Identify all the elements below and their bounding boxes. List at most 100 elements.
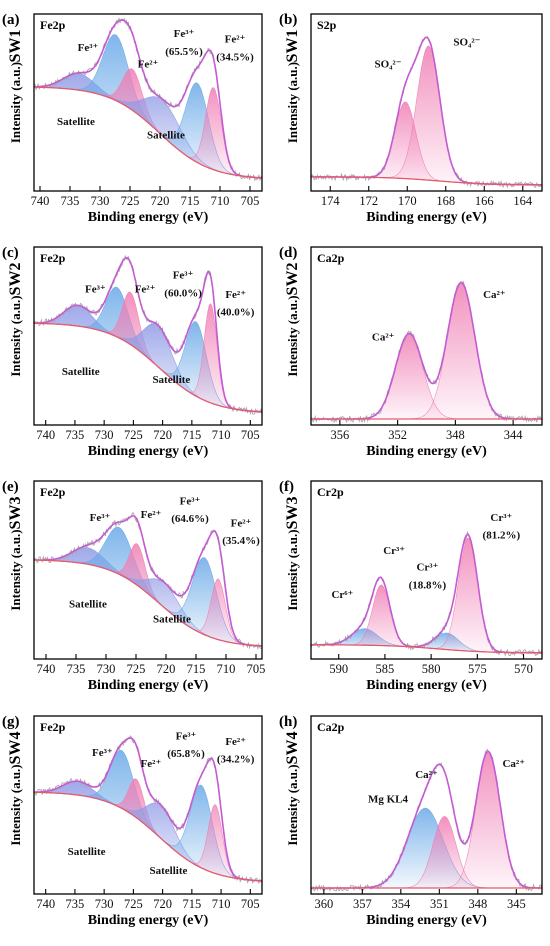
spectrum-label: Fe2p	[40, 251, 66, 265]
peak-annotation: Fe²⁺	[225, 34, 246, 46]
spectrum-label: Fe2p	[40, 720, 66, 734]
x-tick-label: 356	[331, 428, 350, 442]
sample-label: SW3	[7, 497, 24, 530]
x-tick-label: 357	[353, 897, 372, 911]
x-tick-label: 720	[157, 662, 176, 676]
peak-annotation: Satellite	[150, 865, 188, 877]
peak-annotation: (35.4%)	[222, 535, 260, 547]
x-tick-label: 730	[97, 662, 116, 676]
peak-annotation: Fe³⁺	[176, 730, 197, 742]
plot-area	[34, 735, 262, 885]
x-tick-label: 735	[61, 194, 80, 208]
peak-annotation: Satellite	[57, 116, 95, 128]
peak-annotation: (60.0%)	[164, 287, 202, 299]
background-line	[311, 644, 542, 654]
peak-annotation: Fe³⁺	[174, 28, 195, 40]
panel-h: 360 357 354 351 348 345 Binding energy (eV) Int…	[279, 714, 543, 928]
x-tick-label: 725	[124, 428, 143, 442]
fit-envelope-line	[34, 515, 262, 647]
x-tick-label: 710	[212, 897, 231, 911]
x-tick-label: 172	[359, 194, 378, 208]
plot-area	[34, 17, 262, 182]
background-line	[34, 559, 262, 647]
peak-annotation: Ca²⁺	[502, 758, 525, 770]
peak-annotation: Satellite	[69, 599, 107, 611]
plot-area	[34, 254, 262, 416]
x-tick-label: 720	[153, 897, 172, 911]
peak-annotation: Satellite	[68, 846, 106, 858]
x-tick-label: 705	[247, 662, 266, 676]
peak-annotation: SO₄²⁻	[374, 58, 401, 70]
x-tick-label: 735	[66, 428, 85, 442]
x-tick-label: 725	[121, 194, 140, 208]
x-tick-label: 354	[391, 897, 411, 911]
peak-annotation: (18.8%)	[409, 579, 447, 591]
x-tick-label: 740	[37, 662, 56, 676]
peak-annotation: (34.5%)	[216, 51, 254, 63]
x-axis-label: Binding energy (eV)	[88, 678, 209, 693]
peak-annotation: (65.5%)	[165, 46, 203, 58]
x-tick-label: 715	[182, 428, 201, 442]
peak-annotation: (40.0%)	[217, 307, 255, 319]
peak-annotation: Ca²⁺	[483, 289, 506, 301]
sample-label: SW2	[7, 263, 24, 296]
spectrum-label: Ca2p	[317, 720, 345, 734]
x-tick-label: 730	[95, 897, 114, 911]
x-tick-label: 344	[504, 428, 524, 442]
x-tick-label: 168	[436, 194, 455, 208]
x-tick-label: 725	[127, 662, 146, 676]
peak-annotation: Fe³⁺	[92, 747, 113, 759]
peak-annotation: (65.8%)	[167, 748, 205, 760]
peak-annotation: Ca²⁺	[415, 769, 438, 781]
sample-label: SW1	[7, 30, 24, 63]
x-axis-label: Binding energy (eV)	[366, 678, 487, 693]
panel-label: (h)	[279, 714, 297, 730]
peak-annotation: Fe²⁺	[231, 517, 252, 529]
x-tick-label: 715	[182, 897, 201, 911]
y-axis-label: Intensity (a.u.)	[285, 764, 300, 845]
panel-b: 174 172 170 168 166 164 Binding energy (eV) Int…	[279, 12, 543, 225]
panel-label: (b)	[279, 12, 297, 28]
spectrum-label: Fe2p	[40, 485, 66, 499]
peak-annotation: Fe²⁺	[135, 283, 156, 295]
x-axis-label: Binding energy (eV)	[88, 210, 209, 225]
peak-annotation: (64.6%)	[171, 513, 209, 525]
y-axis-label: Intensity (a.u.)	[8, 62, 23, 143]
plot-frame	[310, 715, 543, 895]
peak-annotation: Fe²⁺	[225, 289, 246, 301]
peak-annotation: Fe³⁺	[173, 270, 194, 282]
y-axis-label: Intensity (a.u.)	[285, 295, 300, 376]
peak-annotation: Fe³⁺	[78, 42, 99, 54]
panel-label: (e)	[2, 479, 19, 495]
x-tick-label: 715	[181, 194, 200, 208]
x-tick-label: 351	[430, 897, 449, 911]
x-tick-label: 735	[66, 897, 85, 911]
y-axis-label: Intensity (a.u.)	[8, 529, 23, 610]
x-tick-label: 570	[514, 662, 533, 676]
plot-frame	[33, 13, 263, 192]
peak-annotation: Satellite	[152, 374, 190, 386]
x-axis-label: Binding energy (eV)	[366, 210, 487, 225]
sample-label: SW4	[7, 732, 24, 765]
peak-annotation: Cr³⁺	[416, 561, 438, 573]
panel-c: 740 735 730 725 720 715 710 705 Binding energy (…	[2, 245, 263, 459]
fit-envelope-line	[34, 737, 262, 882]
peak-annotation: Cr³⁺	[490, 512, 512, 524]
x-tick-label: 580	[422, 662, 441, 676]
peak-annotation: Satellite	[62, 366, 100, 378]
x-tick-label: 348	[446, 428, 465, 442]
x-tick-label: 164	[513, 194, 533, 208]
peak-annotation: Ca²⁺	[372, 332, 395, 344]
plot-area	[311, 36, 542, 189]
background-line	[34, 791, 262, 882]
panel-a: 740 735 730 725 720 715 710 705 Binding energy (…	[2, 12, 263, 225]
plot-frame	[310, 246, 543, 426]
peak-annotation: Satellite	[147, 129, 185, 141]
y-axis-label: Intensity (a.u.)	[285, 62, 300, 143]
x-tick-label: 575	[468, 662, 487, 676]
plot-area	[311, 280, 542, 424]
panel-label: (c)	[2, 245, 19, 261]
x-tick-label: 740	[31, 194, 50, 208]
plot-area	[311, 530, 542, 657]
